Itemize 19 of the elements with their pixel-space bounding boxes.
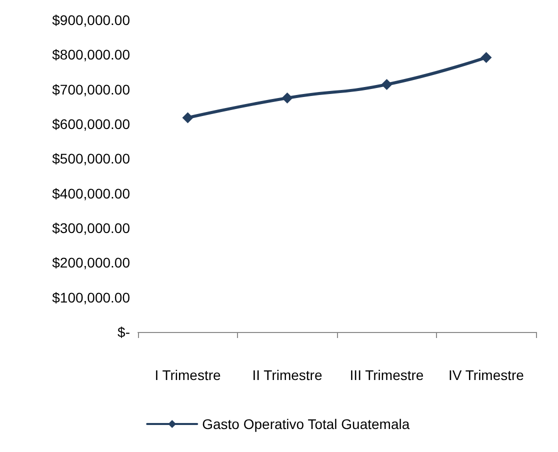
point	[480, 52, 492, 63]
y-tick-label: $-	[118, 324, 130, 340]
y-tick-label: $600,000.00	[52, 116, 130, 132]
x-tick-label: I Trimestre	[154, 367, 222, 383]
y-tick-label: $700,000.00	[52, 81, 130, 98]
y-tick-label: $400,000.00	[52, 185, 130, 202]
y-tick-label: $200,000.00	[52, 254, 130, 271]
y-tick-label: $100,000.00	[52, 289, 130, 306]
y-tick-label: $800,000.00	[52, 46, 130, 63]
x-tick-label: IV Trimestre	[448, 367, 524, 383]
point	[182, 112, 194, 124]
x-tick-label: III Trimestre	[350, 367, 424, 383]
point	[282, 92, 293, 104]
point	[381, 78, 392, 90]
legend-label: Gasto Operativo Total Guatemala	[202, 416, 410, 432]
y-tick-label: $900,000.00	[52, 12, 130, 28]
y-tick-label: $500,000.00	[52, 150, 130, 167]
y-tick-label: $300,000.00	[52, 220, 130, 236]
x-tick-label: II Trimestre	[252, 367, 322, 383]
